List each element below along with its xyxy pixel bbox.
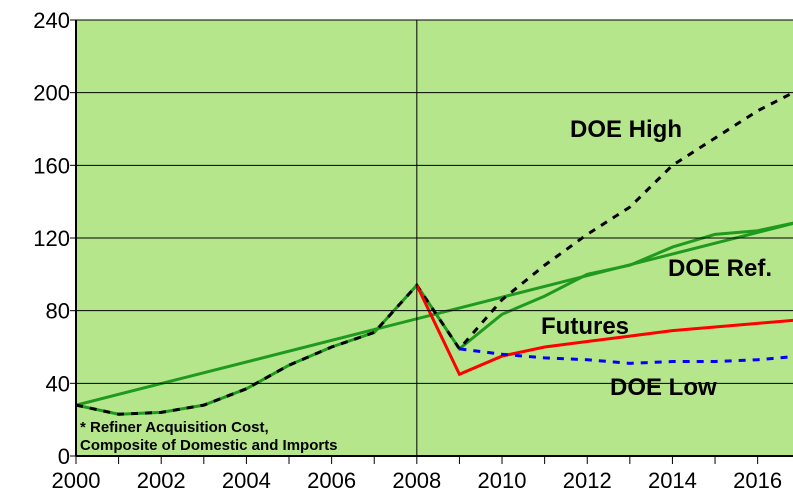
y-tick-label: 200 [33,81,70,106]
y-tick-label: 160 [33,153,70,178]
plot-area [76,91,793,416]
series-label: DOE High [570,116,682,143]
y-tick-label: 40 [46,371,70,396]
x-tick-label: 2004 [222,468,271,493]
series-line [76,221,793,407]
x-tick-label: 2016 [733,468,782,493]
x-tick-label: 2012 [563,468,612,493]
series-line [415,284,793,377]
annotation: * Refiner Acquisition Cost, [80,419,269,436]
x-tick-label: 2006 [307,468,356,493]
series-label: Futures [541,313,629,340]
series-line [76,221,793,416]
x-tick-label: 2010 [478,468,527,493]
series-label: DOE Ref. [668,255,772,282]
y-tick-label: 120 [33,226,70,251]
x-tick-label: 2002 [137,468,186,493]
series-line [459,347,793,365]
y-tick-label: 240 [33,8,70,33]
annotation: Composite of Domestic and Imports [80,437,338,454]
y-tick-label: 0 [58,444,70,469]
x-tick-label: 2014 [648,468,697,493]
y-tick-label: 80 [46,299,70,324]
series-line [76,91,793,416]
x-tick-label: 2000 [52,468,101,493]
x-tick-label: 2008 [392,468,441,493]
series-label: DOE Low [610,374,717,401]
